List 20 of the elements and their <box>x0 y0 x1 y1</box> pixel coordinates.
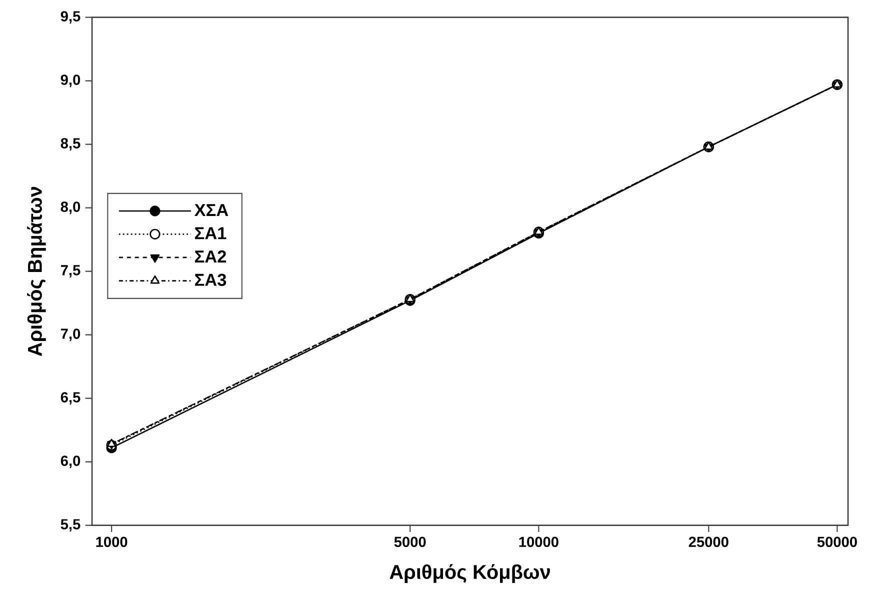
y-tick-label: 8,0 <box>60 202 80 214</box>
legend-label: ΣΑ1 <box>195 227 226 240</box>
y-tick-label: 7,5 <box>60 265 80 278</box>
x-tick-label: 25000 <box>688 536 728 548</box>
x-tick-label: 1000 <box>96 536 128 548</box>
x-axis-title: Αριθμός Κόμβων <box>390 564 550 583</box>
y-tick-label: 7,0 <box>60 328 80 342</box>
legend-label: ΧΣΑ <box>194 204 228 216</box>
legend-label: ΣΑ3 <box>195 274 226 286</box>
x-tick-label: 5000 <box>394 536 426 548</box>
x-tick-label: 50000 <box>817 536 857 548</box>
y-tick-label: 9,0 <box>60 74 80 88</box>
legend-label: ΣΑ2 <box>195 250 226 262</box>
y-tick-label: 5,5 <box>60 519 80 532</box>
y-axis-title: Αριθμός Βημάτων <box>27 186 46 356</box>
y-tick-label: 9,5 <box>60 11 80 24</box>
y-tick-label: 8,5 <box>60 138 80 151</box>
x-tick-label: 10000 <box>519 536 558 548</box>
y-tick-label: 6,0 <box>60 456 80 468</box>
y-tick-label: 6,5 <box>60 392 80 405</box>
